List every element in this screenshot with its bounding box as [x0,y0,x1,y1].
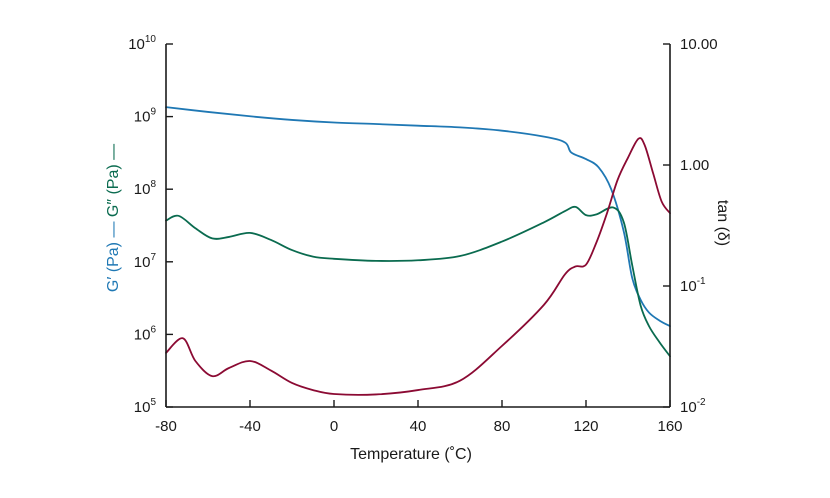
x-tick-label: -80 [155,418,177,435]
right-y-tick-label: 10-1 [680,276,706,295]
left-y-tick-label: 107 [134,252,157,271]
left-y-title-part: G′ (Pa) — [105,222,122,293]
x-tick-label: 80 [494,418,511,435]
tan-delta-line [165,137,671,396]
x-tick-label: 40 [410,418,427,435]
x-tick-label: 120 [573,418,598,435]
right-y-tick-label: 1.00 [680,157,709,174]
left-y-axis-title: G′ (Pa) — G″ (Pa) — [105,144,122,292]
x-tick-label: -40 [239,418,261,435]
x-tick-label: 160 [657,418,682,435]
right-y-tick-label: 10-2 [680,397,706,416]
left-y-tick-label: 1010 [128,34,156,53]
series-layer [165,106,671,396]
storage-modulus-line [165,106,671,328]
left-y-title-part: G″ (Pa) — [105,144,122,222]
left-y-tick-label: 109 [134,107,157,126]
loss-modulus-line [165,205,671,358]
left-y-tick-label: 105 [134,397,157,416]
axes-layer [165,44,671,408]
right-y-tick-label: 10.00 [680,36,718,53]
left-y-tick-label: 106 [134,324,157,343]
ticks-layer: -80 -40 0 40 80 120 160 105 106 107 108 109 1010 10-2… [128,34,717,435]
x-tick-label: 0 [330,418,338,435]
right-y-axis-title: tan (δ) [714,200,731,246]
left-y-tick-label: 108 [134,179,157,198]
x-axis-title: Temperature (˚C) [350,446,472,463]
